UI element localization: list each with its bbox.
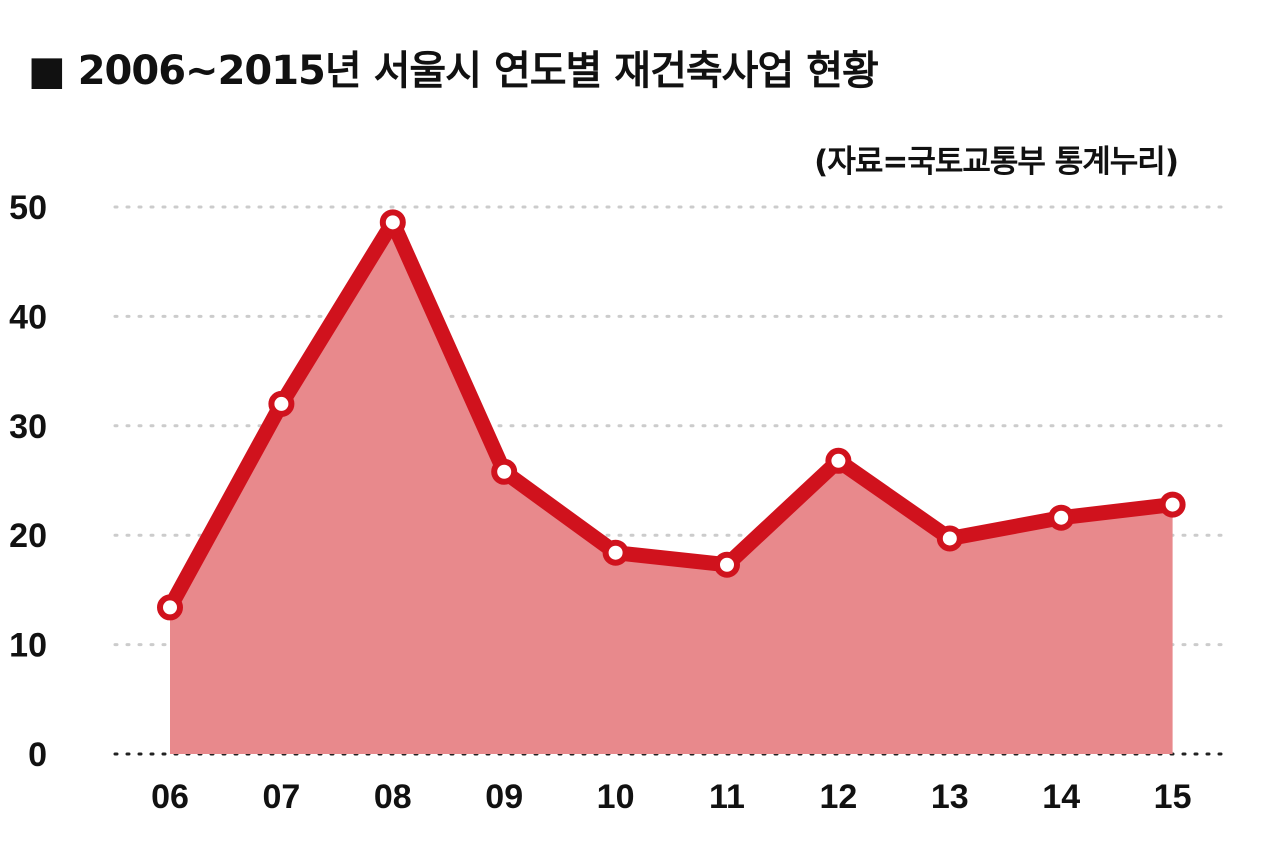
x-tick-label: 10 [597,778,635,816]
series-line [162,214,1181,615]
data-point [1159,491,1186,518]
y-tick-label: 50 [9,189,47,227]
chart-title: ■ 2006~2015년 서울시 연도별 재건축사업 현황 [28,48,879,94]
x-tick-label: 09 [485,778,523,816]
area-fill [170,222,1173,755]
data-point [936,525,963,552]
x-tick-label: 06 [151,778,189,816]
data-point [379,209,406,236]
x-tick-label: 11 [709,778,745,816]
y-tick-label: 0 [28,736,47,774]
x-tick-label: 14 [1042,778,1080,816]
x-tick-label: 12 [819,778,857,816]
y-tick-label: 20 [9,517,47,555]
x-tick-label: 08 [374,778,412,816]
x-tick-label: 07 [262,778,300,816]
data-point [602,539,629,566]
data-point [1048,504,1075,531]
x-tick-label: 13 [931,778,969,816]
data-point [268,390,295,417]
y-tick-label: 30 [9,408,47,446]
y-tick-label: 10 [9,627,47,665]
chart-source: (자료=국토교통부 통계누리) [814,144,1179,180]
data-point [714,551,740,578]
x-tick-label: 15 [1154,778,1192,816]
data-point [157,594,183,621]
data-point [825,447,852,474]
y-tick-label: 40 [9,298,47,336]
data-point [491,458,518,485]
